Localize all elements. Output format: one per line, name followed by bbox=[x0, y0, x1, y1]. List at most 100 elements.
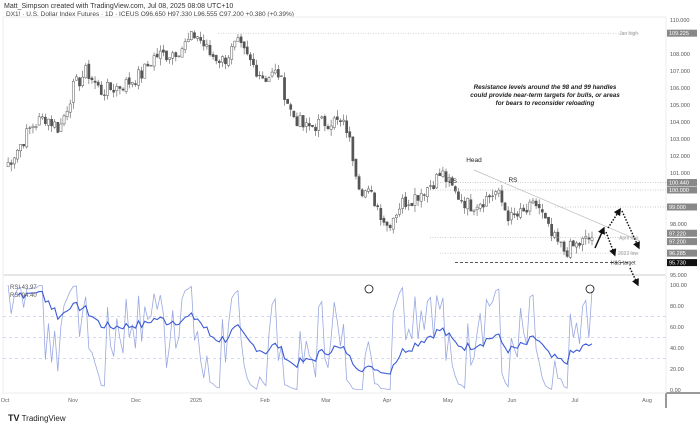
candle-body bbox=[376, 205, 380, 208]
candle-body bbox=[447, 177, 451, 182]
level-label: April low bbox=[619, 236, 638, 242]
candle-body bbox=[342, 119, 345, 122]
candle-body bbox=[180, 48, 184, 58]
candle-body bbox=[590, 237, 594, 241]
candle-body bbox=[478, 203, 482, 209]
candle-body bbox=[189, 31, 193, 40]
candle-body bbox=[540, 209, 544, 213]
candle-body bbox=[16, 149, 19, 160]
candle-body bbox=[56, 122, 60, 133]
candle-body bbox=[267, 77, 271, 82]
candle-body bbox=[472, 209, 476, 212]
price-badge-text: 100.000 bbox=[669, 188, 689, 194]
candle-body bbox=[320, 116, 324, 119]
tradingview-logo[interactable]: TV TradingView bbox=[8, 413, 66, 423]
candle-body bbox=[230, 46, 234, 60]
candle-body bbox=[140, 70, 144, 79]
candle-body bbox=[481, 204, 485, 208]
candle-body bbox=[565, 250, 569, 257]
candle-body bbox=[547, 216, 550, 224]
symbol-legend[interactable]: DX1! · U.S. Dollar Index Futures · 1D · … bbox=[6, 11, 294, 18]
candle-body bbox=[273, 69, 277, 74]
time-tick: May bbox=[443, 398, 454, 404]
rsi-highlight-circle bbox=[364, 284, 374, 294]
candle-body bbox=[453, 186, 457, 192]
candle-body bbox=[444, 171, 448, 182]
candle-body bbox=[186, 38, 190, 42]
candle-body bbox=[308, 123, 311, 127]
rsi-fast-line bbox=[7, 284, 593, 391]
candle-body bbox=[388, 225, 392, 228]
candle-body bbox=[183, 41, 187, 50]
candle-body bbox=[146, 63, 150, 67]
level-label: Jan high bbox=[619, 31, 638, 37]
candle-body bbox=[500, 190, 504, 203]
candle-body bbox=[165, 50, 168, 61]
candle-body bbox=[134, 83, 137, 85]
time-tick: Aug bbox=[642, 398, 652, 404]
candle-body bbox=[394, 214, 398, 218]
price-badge-text: 96.285 bbox=[669, 251, 686, 257]
candle-body bbox=[233, 40, 237, 48]
price-badge bbox=[667, 179, 697, 187]
price-badge-text: 95.730 bbox=[669, 261, 686, 267]
candle-body bbox=[22, 144, 25, 147]
candle-body bbox=[289, 104, 293, 110]
candle-body bbox=[559, 241, 563, 243]
candle-body bbox=[329, 125, 333, 130]
candle-body bbox=[127, 77, 131, 85]
candle-body bbox=[385, 221, 389, 226]
candle-body bbox=[317, 119, 321, 131]
candle-body bbox=[78, 77, 81, 87]
candle-body bbox=[137, 69, 140, 86]
candle-body bbox=[50, 119, 53, 127]
projection-arrow bbox=[605, 231, 617, 257]
candle-body bbox=[81, 76, 84, 86]
candle-body bbox=[12, 157, 16, 165]
candle-body bbox=[112, 89, 116, 93]
time-tick: Jul bbox=[571, 398, 578, 404]
candle-body bbox=[47, 118, 50, 126]
candle-body bbox=[174, 52, 178, 58]
candle-body bbox=[488, 195, 491, 198]
candle-body bbox=[506, 210, 510, 222]
candle-body bbox=[202, 40, 206, 47]
candle-body bbox=[463, 200, 467, 209]
candle-body bbox=[208, 45, 212, 56]
price-tick: 105.000 bbox=[670, 103, 690, 109]
price-badge bbox=[667, 238, 697, 246]
time-tick: Jun bbox=[508, 398, 517, 404]
rsi-tick: 40.00 bbox=[670, 346, 684, 352]
candle-body bbox=[391, 217, 395, 230]
candle-body bbox=[450, 177, 454, 186]
neckline-trendline bbox=[473, 169, 641, 242]
price-tick: 107.000 bbox=[670, 69, 690, 75]
candle-body bbox=[367, 188, 370, 192]
candle-body bbox=[286, 98, 289, 104]
plot-frame bbox=[2, 16, 667, 394]
candle-body bbox=[130, 82, 134, 85]
candle-body bbox=[568, 240, 572, 258]
candle-body bbox=[155, 53, 159, 58]
candle-body bbox=[149, 65, 153, 67]
candle-body bbox=[497, 189, 501, 194]
candle-body bbox=[19, 144, 22, 152]
pattern-label: LS bbox=[449, 178, 458, 185]
price-tick: 101.000 bbox=[670, 171, 690, 177]
time-tick: Oct bbox=[1, 398, 10, 404]
candle-body bbox=[25, 128, 29, 148]
candle-body bbox=[118, 86, 122, 89]
price-tick: 106.000 bbox=[670, 86, 690, 92]
price-tick: 102.000 bbox=[670, 154, 690, 160]
candle-body bbox=[491, 195, 494, 197]
price-tick: 98.000 bbox=[670, 222, 687, 228]
candle-body bbox=[249, 54, 252, 61]
candle-body bbox=[106, 81, 109, 96]
candle-body bbox=[513, 213, 516, 216]
candle-body bbox=[93, 80, 97, 83]
candle-body bbox=[96, 81, 100, 86]
candle-body bbox=[351, 136, 355, 162]
candle-body bbox=[354, 158, 358, 177]
candle-body bbox=[217, 60, 221, 64]
